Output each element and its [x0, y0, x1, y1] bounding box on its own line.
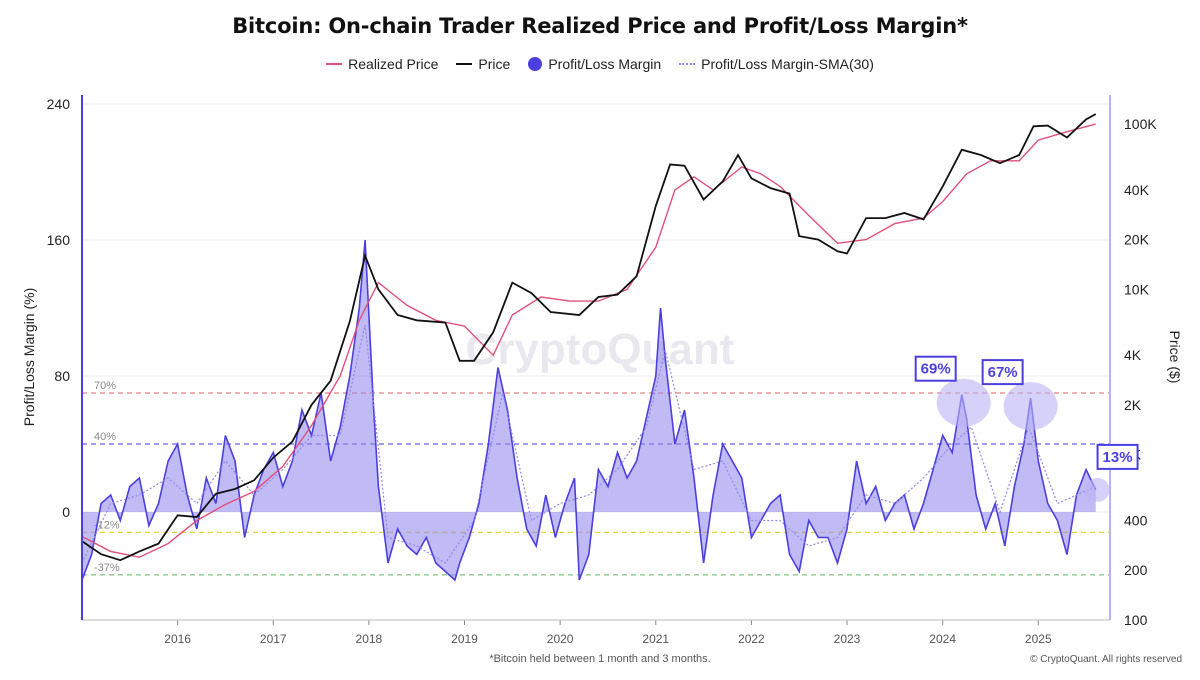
reference-label-12: -12% [94, 519, 120, 531]
footnote: *Bitcoin held between 1 month and 3 mont… [489, 653, 711, 665]
legend-label-price: Price [478, 56, 511, 72]
right-tick-400: 400 [1124, 512, 1148, 528]
annotation-label-69: 69% [921, 361, 951, 378]
x-tick-2019: 2019 [451, 632, 478, 646]
annotation-label-67: 67% [988, 364, 1018, 381]
right-axis-label: Price ($) [1167, 331, 1183, 384]
legend-label-realized-price: Realized Price [348, 56, 439, 72]
x-tick-2025: 2025 [1025, 632, 1052, 646]
copyright: © CryptoQuant. All rights reserved [1030, 654, 1182, 665]
annotation-box-13 [1096, 443, 1139, 470]
reference-label-37: -37% [94, 562, 120, 574]
x-tick-2020: 2020 [547, 632, 574, 646]
right-tick-40k: 40K [1124, 182, 1150, 198]
axes: 240160800100K40K20K10K4K2K1K400200100201… [21, 95, 1183, 646]
left-tick-240: 240 [47, 96, 71, 112]
legend-item-margin[interactable]: Profit/Loss Margin [528, 56, 661, 72]
price-series [81, 113, 1097, 562]
left-tick-0: 0 [62, 504, 70, 520]
legend-label-margin-sma: Profit/Loss Margin-SMA(30) [701, 56, 874, 72]
x-tick-2021: 2021 [642, 632, 669, 646]
right-tick-10k: 10K [1124, 281, 1150, 297]
legend-swatch-margin [528, 57, 543, 71]
right-tick-4k: 4K [1124, 347, 1142, 363]
right-tick-200: 200 [1124, 562, 1148, 578]
legend-label-margin: Profit/Loss Margin [548, 56, 662, 72]
left-tick-160: 160 [47, 232, 71, 248]
x-tick-2024: 2024 [929, 632, 956, 646]
annotation-highlight-69 [936, 378, 991, 427]
x-tick-2017: 2017 [260, 632, 287, 646]
x-tick-2022: 2022 [738, 632, 765, 646]
chart-title: Bitcoin: On-chain Trader Realized Price … [232, 14, 968, 38]
reference-lines: 70% 40% -12% -37% [82, 380, 1110, 576]
annotations: 69% 67% 13% [914, 355, 1139, 502]
legend-swatch-price [456, 63, 473, 65]
reference-label-70: 70% [94, 380, 116, 392]
right-tick-2k: 2K [1124, 397, 1142, 413]
margin-series [81, 239, 1097, 582]
annotation-label-13: 13% [1103, 449, 1133, 466]
reference-label-40: 40% [94, 431, 116, 443]
left-axis-label: Profit/Loss Margin (%) [21, 288, 37, 426]
watermark: CryptoQuant [466, 325, 735, 374]
annotation-highlight-67 [1003, 382, 1058, 431]
legend-swatch-margin-sma [679, 63, 696, 65]
annotation-box-69 [914, 355, 957, 382]
legend-swatch-realized-price [326, 63, 343, 65]
left-tick-80: 80 [54, 368, 70, 384]
annotation-box-67 [981, 359, 1024, 386]
right-tick-100: 100 [1124, 612, 1148, 628]
margin-area [82, 240, 1096, 580]
x-tick-2018: 2018 [356, 632, 383, 646]
right-tick-100k: 100K [1124, 116, 1157, 132]
right-tick-20k: 20K [1124, 232, 1150, 248]
margin-line [81, 239, 1097, 582]
legend-item-margin-sma[interactable]: Profit/Loss Margin-SMA(30) [679, 56, 874, 72]
price-line [81, 113, 1097, 562]
legend-item-realized-price[interactable]: Realized Price [326, 56, 438, 72]
annotation-highlight-13 [1085, 477, 1110, 502]
x-tick-2016: 2016 [164, 632, 191, 646]
margin-sma-line [81, 324, 1096, 564]
legend-item-price[interactable]: Price [456, 56, 510, 72]
chart-legend: Realized Price Price Profit/Loss Margin … [0, 56, 1200, 72]
x-tick-2023: 2023 [834, 632, 861, 646]
